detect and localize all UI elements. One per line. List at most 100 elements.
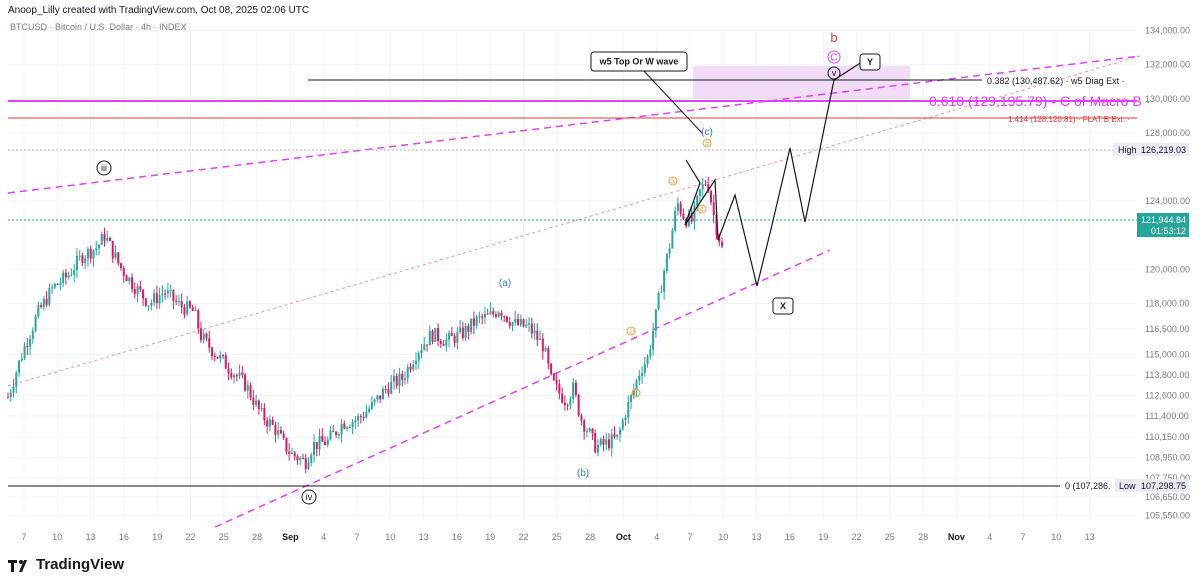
candle-body: [357, 416, 360, 421]
candle-body: [508, 321, 511, 326]
candle-body: [613, 434, 616, 437]
candle-body: [48, 287, 51, 305]
candle-body: [649, 349, 652, 357]
candle-body: [541, 338, 544, 352]
candle-body: [158, 295, 161, 304]
candle-body: [62, 272, 65, 284]
candle-body: [59, 283, 62, 285]
last-price-value: 121,944.84: [1141, 215, 1186, 225]
candle-body: [31, 330, 34, 339]
high-badge-label: High: [1118, 145, 1137, 155]
candle-body: [155, 293, 158, 304]
candle-body: [133, 289, 136, 295]
candle-body: [641, 373, 644, 376]
wave-X-label: X: [780, 301, 786, 311]
candle-body: [354, 420, 357, 422]
candle-body: [376, 395, 379, 400]
tradingview-logo[interactable]: TradingView: [8, 556, 124, 573]
wave-1-label-circle: [626, 326, 636, 336]
x-tick-label: 4: [987, 532, 992, 542]
candle-body: [417, 353, 420, 361]
candle-body: [505, 316, 508, 322]
x-tick-label: 19: [485, 532, 495, 542]
candle-body: [594, 432, 597, 453]
wave-3-label: 3: [671, 178, 675, 185]
candle-body: [610, 434, 613, 449]
x-tick-label: Sep: [282, 532, 299, 542]
countdown-value: 01:53:12: [1151, 226, 1186, 236]
candle-body: [340, 423, 343, 435]
candle-body: [522, 319, 525, 327]
candle-body: [120, 263, 123, 269]
y-tick-label: 112,600.00: [1145, 390, 1189, 400]
x-tick-label: Oct: [616, 532, 631, 542]
x-tick-label: 16: [452, 532, 462, 542]
candle-body: [348, 427, 351, 429]
y-tick-label: 105,550.00: [1145, 511, 1190, 521]
candle-body: [177, 301, 180, 303]
candle-body: [459, 327, 462, 333]
candle-body: [406, 366, 409, 379]
x-tick-label: 28: [585, 532, 595, 542]
wave-X-label-box: [772, 297, 794, 315]
candle-body: [704, 184, 707, 186]
x-tick-label: 10: [1051, 532, 1061, 542]
candle-body: [164, 293, 167, 295]
candle-body: [503, 316, 506, 318]
candle-body: [588, 428, 591, 432]
wave-iii-label-circle: [96, 160, 112, 176]
candle-body: [70, 274, 73, 276]
candle-body: [197, 310, 200, 329]
candle-body: [346, 427, 349, 429]
x-tick-label: 25: [552, 532, 562, 542]
candle-body: [599, 438, 602, 445]
candle-body: [131, 277, 134, 290]
wave-Y-label-box: [859, 53, 881, 71]
candle-body: [420, 350, 423, 354]
candle-body: [238, 372, 241, 376]
candle-body: [103, 233, 106, 241]
x-tick-label: 7: [21, 532, 26, 542]
candle-body: [244, 374, 247, 391]
level-0-label: 0 (107,286.: [1065, 481, 1111, 491]
candle-body: [42, 298, 45, 308]
candle-body: [607, 439, 610, 449]
candle-body: [235, 375, 238, 377]
wave-iii-label: iii: [101, 163, 107, 173]
candle-body: [621, 420, 624, 430]
candle-body: [260, 407, 263, 409]
candle-body: [552, 373, 555, 381]
y-tick-label: 113,800.00: [1145, 370, 1189, 380]
y-tick-label: 115,000.00: [1145, 350, 1189, 360]
candle-body: [279, 430, 282, 434]
tradingview-logo-icon: [8, 559, 27, 572]
candle-body: [100, 233, 103, 245]
candle-body: [387, 389, 390, 394]
wave-b-label: (b): [577, 468, 589, 479]
candle-body: [368, 408, 371, 412]
candle-body: [293, 452, 296, 457]
candle-body: [663, 270, 666, 292]
y-tick-label: 120,000.00: [1145, 264, 1190, 274]
candle-body: [252, 397, 255, 405]
candle-body: [574, 382, 577, 395]
y-tick-label: 116,500.00: [1145, 324, 1189, 334]
callout-pointer: [642, 69, 704, 135]
candle-body: [423, 344, 426, 351]
candle-body: [266, 420, 269, 427]
candle-body: [78, 255, 81, 257]
candle-body: [271, 419, 274, 425]
candle-body: [227, 368, 230, 373]
candle-body: [191, 307, 194, 311]
x-tick-label: 25: [219, 532, 229, 542]
x-tick-label: 16: [785, 532, 795, 542]
candle-body: [500, 312, 503, 317]
high-badge-value: 126,219.03: [1141, 145, 1186, 155]
candle-body: [12, 386, 15, 393]
candle-body: [310, 455, 313, 463]
candle-body: [183, 307, 186, 315]
candle-body: [536, 330, 539, 340]
candle-body: [224, 355, 227, 369]
low-badge-value: 107,298.75: [1141, 481, 1186, 491]
